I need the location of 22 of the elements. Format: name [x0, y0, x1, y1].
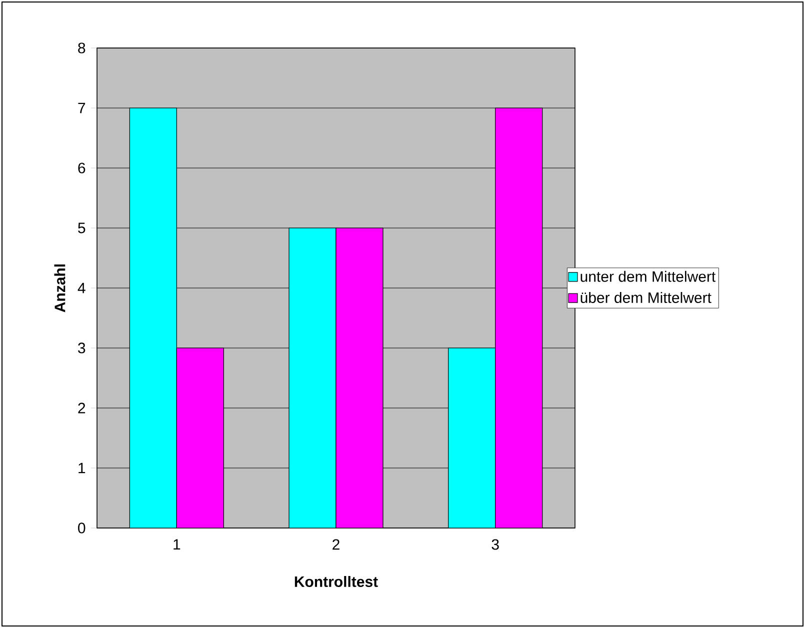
bar	[288, 228, 336, 528]
y-tick-label: 5	[78, 222, 86, 234]
y-tick-label: 8	[78, 42, 86, 54]
x-tick-label: 2	[332, 539, 340, 550]
x-tick-label: 1	[174, 539, 180, 550]
bar	[176, 348, 224, 528]
bar	[336, 228, 384, 528]
y-tick-label: 1	[78, 462, 86, 474]
x-axis-title: Kontrolltest	[294, 576, 378, 588]
bar	[129, 108, 177, 528]
bar	[448, 348, 496, 528]
legend-label: unter dem Mittelwert	[580, 270, 716, 282]
y-tick-label: 3	[78, 342, 86, 354]
y-tick-label: 0	[78, 522, 86, 534]
y-tick-label: 7	[78, 102, 86, 114]
y-axis-title: Anzahl	[54, 264, 66, 312]
y-tick-label: 4	[78, 282, 86, 294]
x-tick-label: 3	[492, 539, 499, 550]
y-tick-label: 2	[78, 402, 86, 414]
y-tick-label: 6	[78, 162, 86, 174]
legend-label: über dem Mittelwert	[580, 292, 712, 304]
bar	[495, 108, 543, 528]
